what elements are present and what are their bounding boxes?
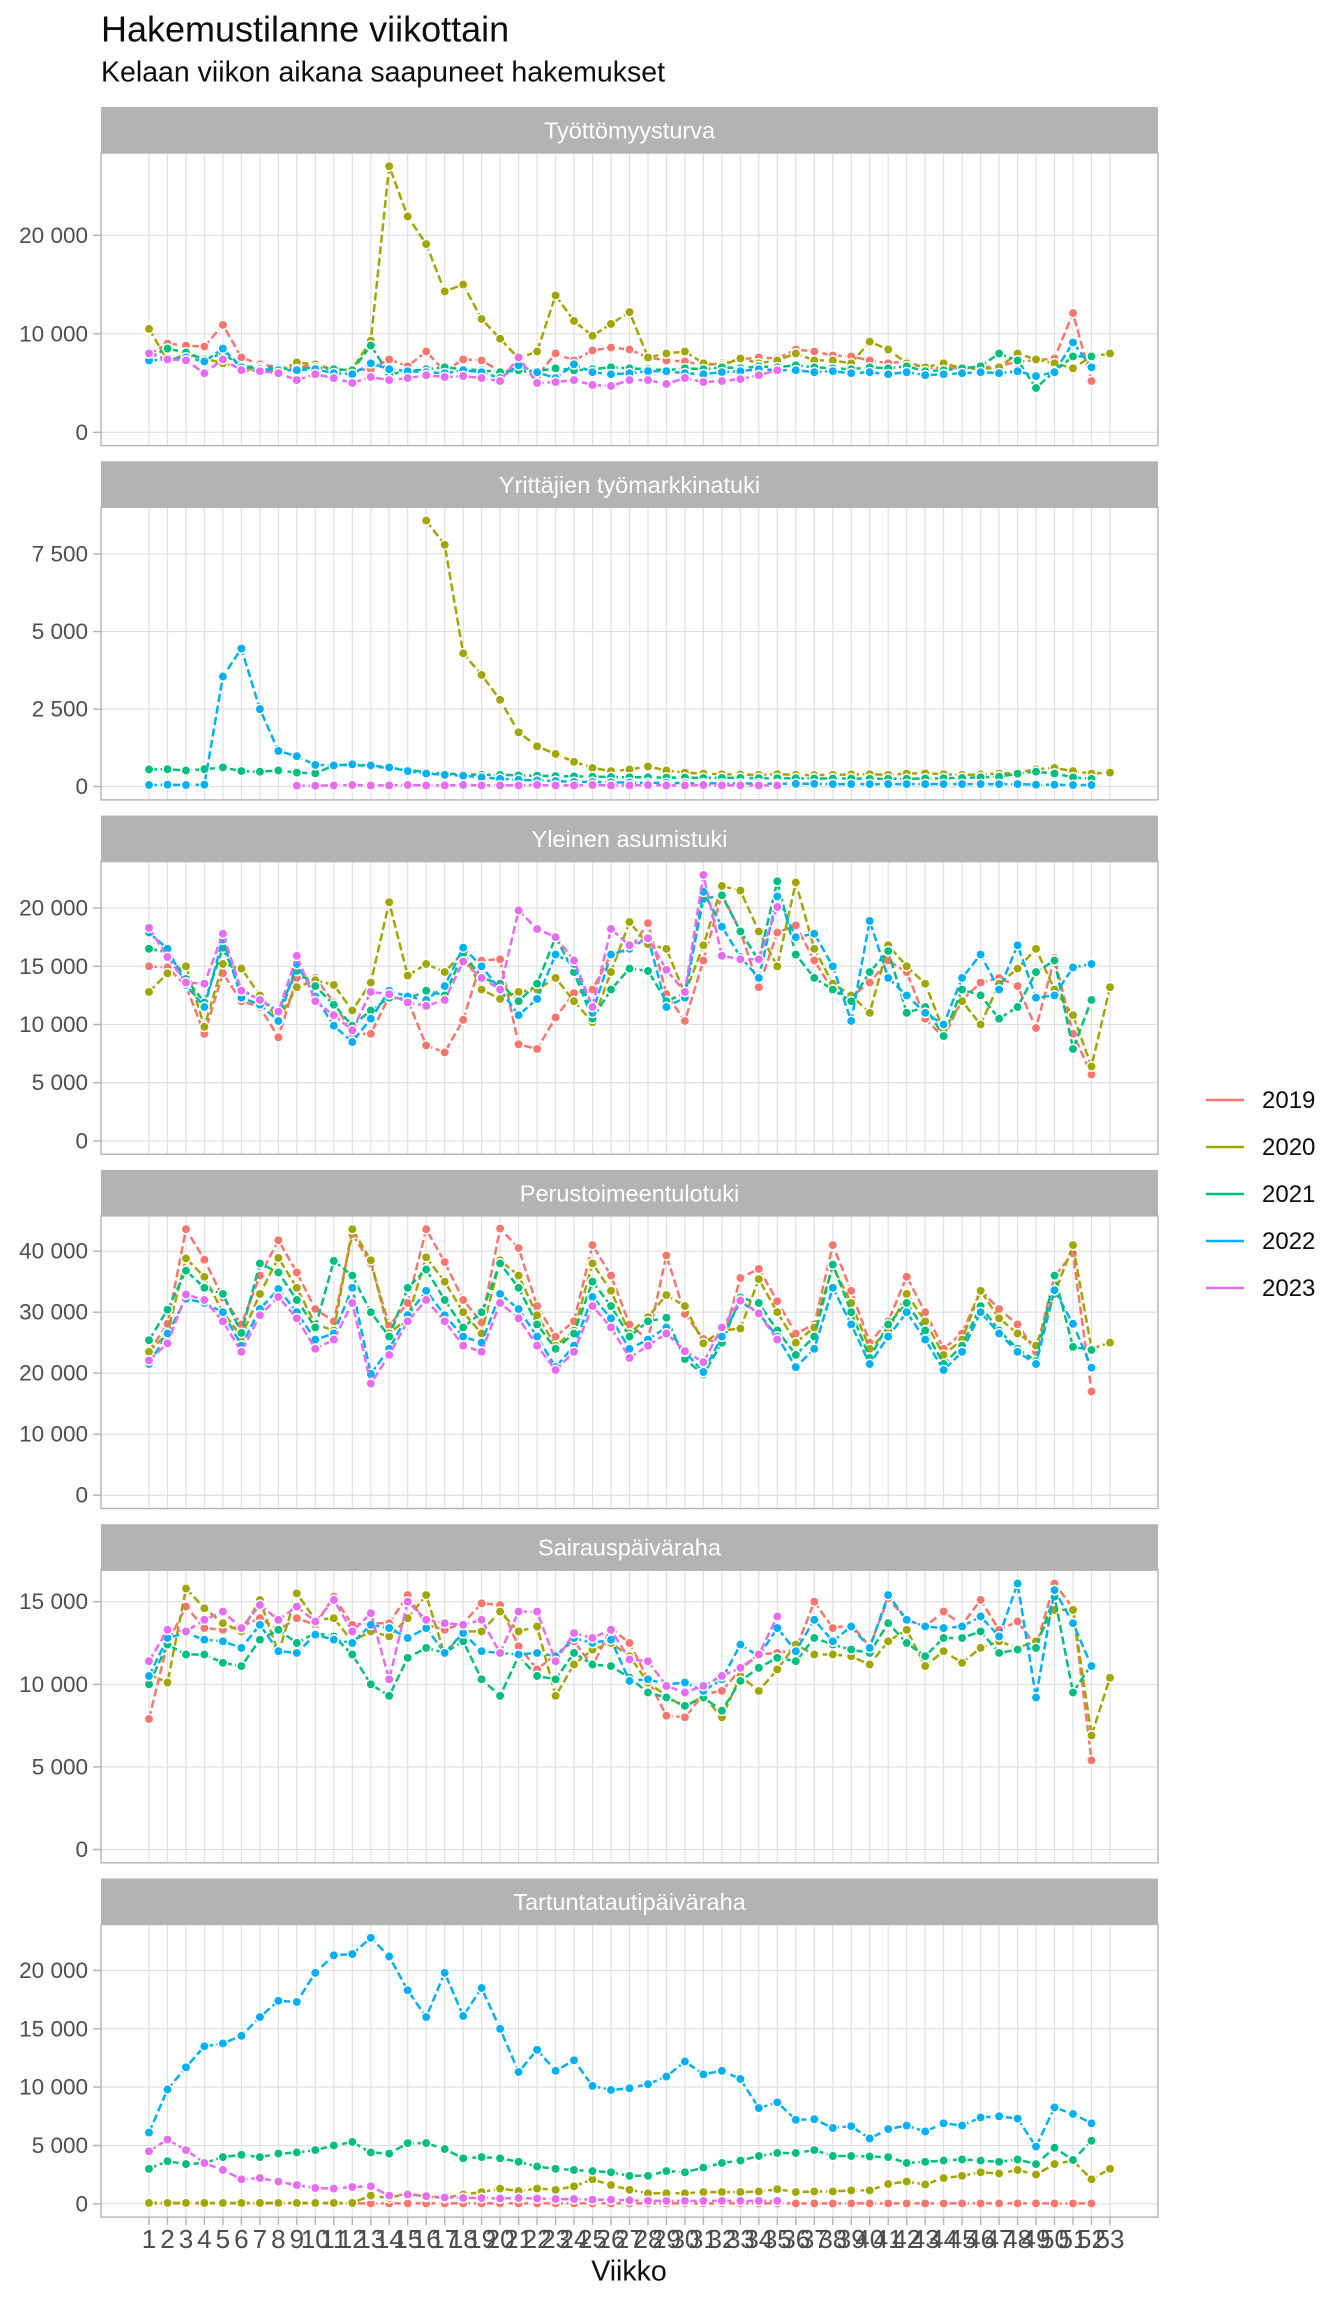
- svg-text:2 500: 2 500: [32, 697, 88, 722]
- svg-text:9: 9: [290, 2224, 304, 2254]
- svg-text:20 000: 20 000: [19, 223, 88, 248]
- svg-text:13: 13: [356, 2224, 385, 2254]
- svg-text:Kelaan viikon aikana saapuneet: Kelaan viikon aikana saapuneet hakemukse…: [101, 57, 665, 89]
- svg-text:16: 16: [412, 2224, 441, 2254]
- svg-text:11: 11: [320, 2224, 347, 2254]
- svg-text:Tartuntatautipäiväraha: Tartuntatautipäiväraha: [513, 1889, 746, 1915]
- svg-text:40 000: 40 000: [19, 1239, 88, 1264]
- svg-text:5 000: 5 000: [32, 619, 88, 644]
- svg-text:10 000: 10 000: [19, 1012, 88, 1037]
- svg-text:49: 49: [1022, 2224, 1051, 2254]
- svg-text:48: 48: [1003, 2224, 1032, 2254]
- svg-text:8: 8: [271, 2224, 285, 2254]
- svg-text:24: 24: [560, 2224, 589, 2254]
- svg-text:40: 40: [855, 2224, 884, 2254]
- svg-text:30: 30: [670, 2224, 699, 2254]
- svg-text:10 000: 10 000: [19, 321, 88, 346]
- svg-text:5 000: 5 000: [32, 1754, 88, 1779]
- svg-text:17: 17: [430, 2224, 459, 2254]
- svg-text:51: 51: [1059, 2224, 1088, 2254]
- svg-text:32: 32: [707, 2224, 736, 2254]
- svg-text:27: 27: [615, 2224, 644, 2254]
- svg-text:Työttömyysturva: Työttömyysturva: [544, 118, 716, 144]
- svg-text:10 000: 10 000: [19, 1422, 88, 1447]
- svg-text:12: 12: [338, 2224, 367, 2254]
- svg-text:0: 0: [75, 2191, 88, 2216]
- svg-text:35: 35: [763, 2224, 792, 2254]
- svg-text:30 000: 30 000: [19, 1300, 88, 1325]
- svg-text:2019: 2019: [1262, 1087, 1315, 1114]
- svg-text:53: 53: [1096, 2224, 1125, 2254]
- svg-text:0: 0: [75, 1483, 88, 1508]
- svg-text:28: 28: [634, 2224, 663, 2254]
- svg-text:6: 6: [234, 2224, 248, 2254]
- svg-text:3: 3: [179, 2224, 193, 2254]
- svg-text:7: 7: [253, 2224, 267, 2254]
- svg-text:43: 43: [911, 2224, 940, 2254]
- svg-text:52: 52: [1077, 2224, 1106, 2254]
- svg-text:37: 37: [800, 2224, 829, 2254]
- svg-text:0: 0: [75, 1128, 88, 1153]
- svg-text:21: 21: [504, 2224, 533, 2254]
- svg-text:5 000: 5 000: [32, 1070, 88, 1095]
- svg-text:0: 0: [75, 1837, 88, 1862]
- svg-text:22: 22: [523, 2224, 552, 2254]
- svg-text:23: 23: [541, 2224, 570, 2254]
- svg-text:46: 46: [966, 2224, 995, 2254]
- svg-text:2023: 2023: [1262, 1275, 1315, 1302]
- svg-text:Yrittäjien työmarkkinatuki: Yrittäjien työmarkkinatuki: [499, 472, 760, 498]
- svg-text:47: 47: [985, 2224, 1014, 2254]
- svg-text:45: 45: [948, 2224, 977, 2254]
- svg-text:18: 18: [449, 2224, 478, 2254]
- svg-text:2021: 2021: [1262, 1181, 1315, 1208]
- svg-text:5: 5: [216, 2224, 230, 2254]
- svg-text:39: 39: [837, 2224, 866, 2254]
- svg-text:44: 44: [929, 2224, 958, 2254]
- svg-text:2022: 2022: [1262, 1228, 1315, 1255]
- svg-text:38: 38: [818, 2224, 847, 2254]
- svg-text:2: 2: [160, 2224, 174, 2254]
- svg-text:33: 33: [726, 2224, 755, 2254]
- svg-text:10 000: 10 000: [19, 2075, 88, 2100]
- svg-text:Viikko: Viikko: [591, 2256, 667, 2288]
- svg-text:0: 0: [75, 774, 88, 799]
- svg-text:42: 42: [892, 2224, 921, 2254]
- svg-text:31: 31: [689, 2224, 718, 2254]
- svg-text:10: 10: [301, 2224, 330, 2254]
- svg-text:41: 41: [874, 2224, 903, 2254]
- svg-text:25: 25: [578, 2224, 607, 2254]
- svg-text:14: 14: [375, 2224, 404, 2254]
- svg-text:34: 34: [744, 2224, 773, 2254]
- svg-text:Yleinen asumistuki: Yleinen asumistuki: [532, 826, 728, 852]
- svg-text:Hakemustilanne viikottain: Hakemustilanne viikottain: [101, 9, 509, 50]
- svg-text:15: 15: [393, 2224, 422, 2254]
- svg-text:Sairauspäiväraha: Sairauspäiväraha: [538, 1535, 722, 1561]
- svg-text:26: 26: [597, 2224, 626, 2254]
- svg-text:20: 20: [486, 2224, 515, 2254]
- svg-text:1: 1: [142, 2224, 156, 2254]
- svg-text:20 000: 20 000: [19, 1958, 88, 1983]
- svg-text:20 000: 20 000: [19, 1361, 88, 1386]
- svg-text:0: 0: [75, 420, 88, 445]
- svg-text:4: 4: [197, 2224, 211, 2254]
- svg-text:15 000: 15 000: [19, 954, 88, 979]
- svg-text:50: 50: [1040, 2224, 1069, 2254]
- svg-text:15 000: 15 000: [19, 2016, 88, 2041]
- svg-text:2020: 2020: [1262, 1134, 1315, 1161]
- svg-text:5 000: 5 000: [32, 2133, 88, 2158]
- svg-text:10 000: 10 000: [19, 1672, 88, 1697]
- svg-text:Perustoimeentulotuki: Perustoimeentulotuki: [520, 1180, 739, 1206]
- svg-text:19: 19: [467, 2224, 496, 2254]
- svg-text:29: 29: [652, 2224, 681, 2254]
- svg-text:7 500: 7 500: [32, 542, 88, 567]
- svg-text:36: 36: [781, 2224, 810, 2254]
- svg-text:15 000: 15 000: [19, 1589, 88, 1614]
- svg-text:20 000: 20 000: [19, 896, 88, 921]
